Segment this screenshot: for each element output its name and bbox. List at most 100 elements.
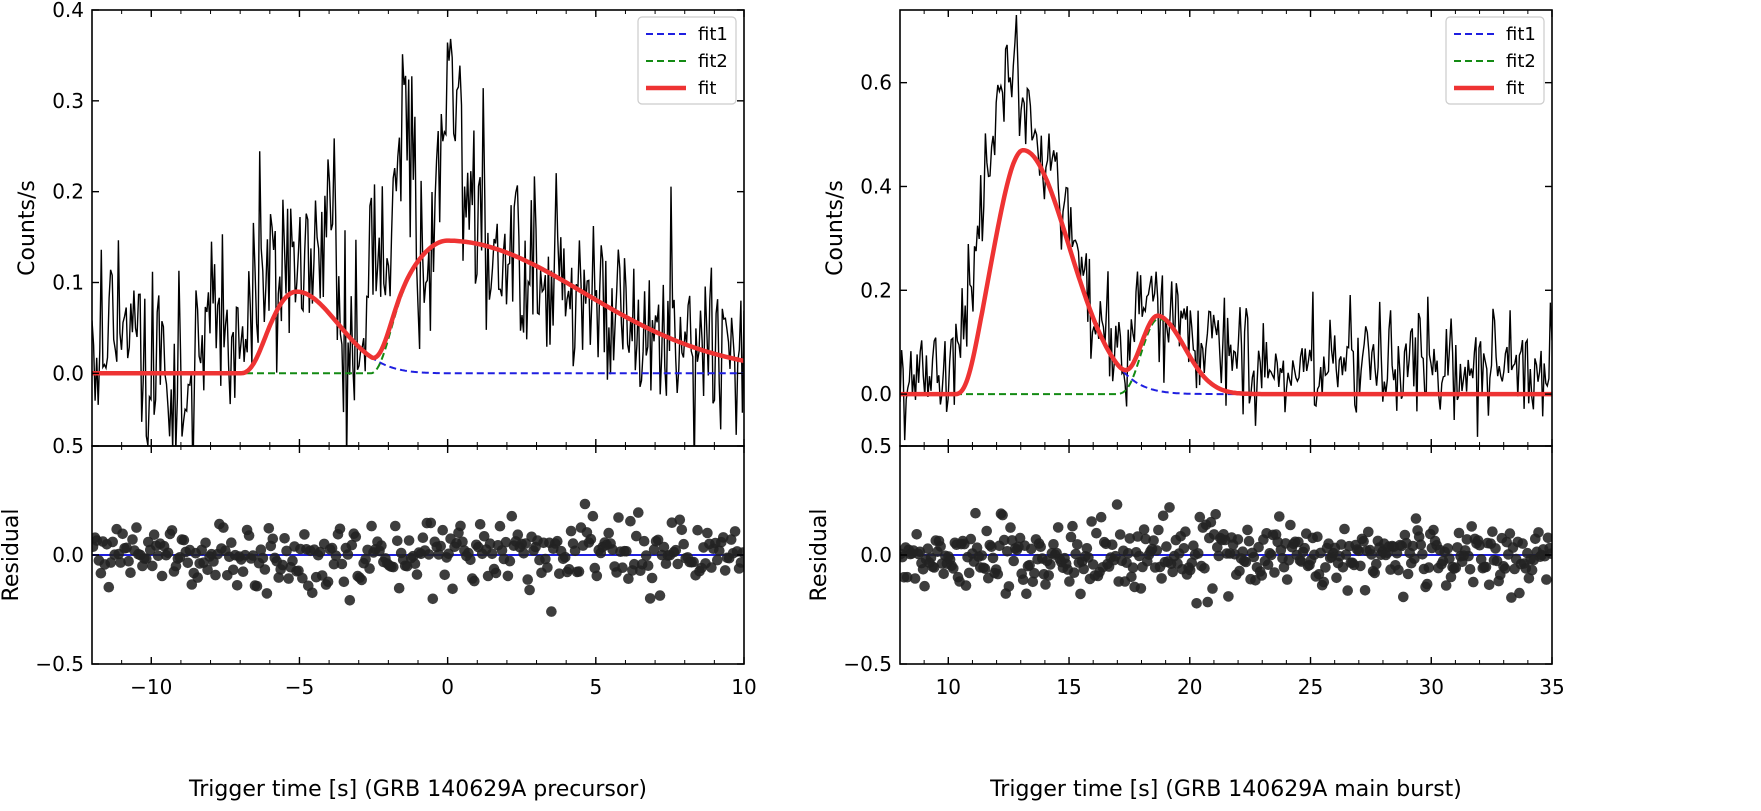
- legend-box: [1445, 16, 1545, 105]
- residual-point: [1199, 563, 1210, 574]
- residual-point: [565, 525, 577, 537]
- residual-point: [364, 563, 375, 574]
- y-tick-label: 0.4: [52, 0, 84, 22]
- residual-point: [427, 593, 439, 605]
- residual-point: [107, 536, 118, 548]
- residual-point: [970, 507, 981, 519]
- residual-point: [328, 558, 340, 570]
- residual-point: [654, 590, 666, 601]
- residual-point: [237, 566, 249, 577]
- residual-point: [1453, 527, 1465, 539]
- residual-point: [518, 548, 529, 559]
- residual-point: [1517, 538, 1528, 549]
- residual-point: [218, 522, 229, 533]
- y-tick-label: −0.5: [843, 652, 892, 676]
- residual-point: [228, 564, 239, 576]
- residual-point: [484, 538, 496, 549]
- residual-point: [633, 507, 644, 518]
- residual-point: [478, 531, 490, 542]
- residual-point: [1148, 535, 1159, 546]
- residual-point: [1442, 543, 1454, 554]
- residual-point: [729, 526, 741, 537]
- residual-point: [688, 556, 699, 568]
- residual-point: [1161, 541, 1172, 552]
- residual-point: [346, 539, 358, 551]
- residual-point: [1342, 585, 1353, 596]
- residual-axis-label: Residual: [807, 509, 832, 602]
- residual-point: [1153, 524, 1164, 536]
- residual-point: [417, 532, 429, 543]
- residual-point: [1126, 571, 1137, 583]
- residual-point: [909, 573, 921, 584]
- residual-point: [1081, 543, 1093, 554]
- light-curve-line: [92, 38, 744, 446]
- residual-point: [263, 523, 275, 534]
- residual-point: [1194, 511, 1206, 523]
- residual-point: [631, 530, 642, 542]
- residual-point: [1339, 523, 1350, 535]
- residual-point: [719, 565, 731, 576]
- residual-point: [1312, 531, 1323, 543]
- residual-point: [1134, 550, 1145, 562]
- residual-point: [409, 558, 421, 569]
- residual-point: [494, 520, 506, 532]
- residual-point: [1021, 588, 1032, 600]
- residual-point: [692, 524, 703, 536]
- residual-point: [1281, 574, 1293, 585]
- fit-curve: [92, 238, 744, 376]
- y-axis-label: Counts/s: [823, 180, 848, 276]
- residual-point: [1506, 592, 1517, 603]
- residual-point: [1483, 579, 1495, 591]
- residual-point: [273, 572, 285, 583]
- residual-point: [585, 533, 597, 545]
- residual-point: [1095, 511, 1107, 523]
- residual-point: [1178, 543, 1190, 554]
- residual-point: [1409, 553, 1420, 564]
- residual-point: [443, 548, 454, 560]
- residual-point: [1445, 571, 1457, 583]
- residual-point: [1366, 549, 1377, 560]
- residual-point: [496, 545, 508, 556]
- residual-point: [455, 520, 466, 532]
- residual-point: [976, 550, 988, 561]
- residual-point: [587, 510, 599, 522]
- residual-point: [542, 562, 553, 573]
- legend-entry: fit2: [698, 51, 728, 72]
- residual-point: [486, 548, 498, 560]
- residual-point: [1421, 578, 1433, 590]
- residual-point: [281, 545, 292, 557]
- residual-point: [267, 533, 279, 545]
- y-tick-label: −0.5: [35, 652, 84, 676]
- residual-point: [1242, 524, 1253, 536]
- residual-point: [1086, 516, 1097, 527]
- residual-point: [706, 562, 717, 573]
- residual-point: [997, 509, 1008, 521]
- residual-point: [457, 536, 468, 548]
- residual-point: [192, 572, 203, 583]
- residual-point: [202, 564, 213, 576]
- residual-point: [917, 564, 929, 575]
- residual-point: [1320, 562, 1331, 573]
- residual-point: [1363, 526, 1374, 538]
- residual-point: [625, 515, 636, 527]
- residual-point: [1191, 598, 1202, 609]
- residual-point: [579, 498, 591, 510]
- residual-point: [1490, 543, 1501, 554]
- residual-point: [1075, 588, 1086, 600]
- residual-point: [437, 524, 449, 536]
- y-tick-label: 0.2: [52, 180, 84, 204]
- residual-point: [330, 550, 342, 561]
- residual-point: [1005, 522, 1016, 533]
- residual-point: [439, 569, 451, 581]
- residual-point: [287, 555, 298, 566]
- residual-point: [938, 568, 949, 580]
- legend-entry: fit: [698, 78, 716, 99]
- residual-point: [322, 576, 334, 588]
- residual-point: [1407, 540, 1419, 552]
- x-tick-label: −5: [285, 675, 314, 699]
- residual-point: [231, 580, 243, 591]
- light-curve-line: [900, 14, 1552, 441]
- residual-point: [360, 553, 371, 565]
- residual-point: [1274, 511, 1285, 522]
- residual-point: [307, 587, 318, 599]
